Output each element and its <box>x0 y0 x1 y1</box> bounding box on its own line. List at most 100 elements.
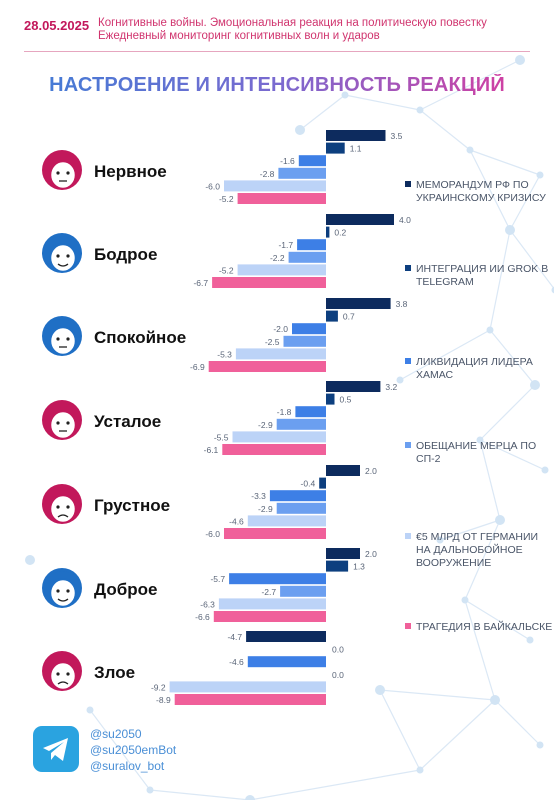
bar-1-3 <box>288 251 326 263</box>
bar-6-5 <box>174 694 326 705</box>
bar-0-4 <box>224 180 326 192</box>
header-subtitle: Когнитивные войны. Эмоциональная реакция… <box>98 17 538 43</box>
value-label-4-4: -4.6 <box>229 516 244 526</box>
bar-4-0 <box>326 465 360 476</box>
category-group-2: 3.8 0.7 -2.0 -2.5 -5.3 -6.9 <box>190 298 408 372</box>
category-group-0: 3.5 1.1 -1.6 -2.8 -6.0 -5.2 <box>205 130 403 204</box>
bar-4-2 <box>269 490 326 502</box>
link-su2050[interactable]: @su2050 <box>90 727 142 741</box>
bar-2-1 <box>326 310 338 322</box>
value-label-1-5: -6.7 <box>193 278 208 288</box>
bar-5-3 <box>280 585 326 597</box>
category-label-5: Доброе <box>94 580 157 599</box>
bar-2-3 <box>283 335 326 347</box>
bar-2-4 <box>235 348 326 360</box>
legend-item-2: ЛИКВИДАЦИЯ ЛИДЕРА ХАМАС <box>405 356 533 381</box>
bar-6-2 <box>247 656 326 668</box>
value-label-1-1: 0.2 <box>334 228 346 238</box>
legend-item-4: €5 МЛРД ОТ ГЕРМАНИИ НА ДАЛЬНОБОЙНОЕ ВООРУЖ… <box>405 531 538 569</box>
value-label-4-1: -0.4 <box>301 479 316 489</box>
bar-5-1 <box>326 560 349 572</box>
bar-4-4 <box>247 515 326 527</box>
bar-0-1 <box>326 142 345 154</box>
value-label-3-2: -1.8 <box>277 407 292 417</box>
bar-1-5 <box>212 277 326 288</box>
category-label-0: Нервное <box>94 162 167 181</box>
value-label-5-0: 2.0 <box>365 549 377 559</box>
bar-3-4 <box>232 431 326 443</box>
legend-swatch-0 <box>405 181 411 187</box>
legend-label-0: МЕМОРАНДУМ РФ ПО УКРАИНСКОМУ КРИЗИСУ <box>416 179 546 204</box>
value-label-2-1: 0.7 <box>343 312 355 322</box>
category-label-4: Грустное <box>94 496 170 515</box>
value-label-3-0: 3.2 <box>385 382 397 392</box>
value-label-0-2: -1.6 <box>280 156 295 166</box>
value-label-0-3: -2.8 <box>260 169 275 179</box>
value-label-4-2: -3.3 <box>251 491 266 501</box>
legend-label-2: ЛИКВИДАЦИЯ ЛИДЕРА ХАМАС <box>416 356 533 381</box>
value-label-2-3: -2.5 <box>265 337 280 347</box>
bar-1-2 <box>297 239 326 251</box>
bar-0-0 <box>326 130 386 141</box>
category-group-6: -4.7 0.0 -4.6 0.0 -9.2 -8.9 <box>151 631 344 705</box>
header-date: 28.05.2025 <box>24 18 90 33</box>
value-label-6-3: 0.0 <box>332 670 344 680</box>
legend-swatch-1 <box>405 265 411 271</box>
bar-5-5 <box>213 611 326 622</box>
category-label-1: Бодрое <box>94 245 157 264</box>
legend-swatch-3 <box>405 442 411 448</box>
face-angry-icon <box>42 651 82 691</box>
bar-1-1 <box>326 226 330 238</box>
bar-4-1 <box>319 477 326 489</box>
value-label-2-4: -5.3 <box>217 349 232 359</box>
legend-label-3: ОБЕЩАНИЕ МЕРЦА ПО СП-2 <box>416 440 536 465</box>
category-label-6: Злое <box>94 663 135 682</box>
value-label-5-2: -5.7 <box>210 574 225 584</box>
value-label-6-2: -4.6 <box>229 657 244 667</box>
value-label-5-4: -6.3 <box>200 599 215 609</box>
legend-swatch-4 <box>405 533 411 539</box>
value-label-2-2: -2.0 <box>273 324 288 334</box>
value-label-0-5: -5.2 <box>219 194 234 204</box>
face-cheerful-icon <box>42 233 82 273</box>
value-label-5-3: -2.7 <box>261 587 276 597</box>
value-label-6-5: -8.9 <box>156 695 171 705</box>
value-label-4-3: -2.9 <box>258 504 273 514</box>
value-label-3-3: -2.9 <box>258 420 273 430</box>
category-label-2: Спокойное <box>94 328 186 347</box>
value-label-3-4: -5.5 <box>214 432 229 442</box>
bar-1-4 <box>237 264 326 276</box>
value-label-6-0: -4.7 <box>227 632 242 642</box>
value-label-0-4: -6.0 <box>205 181 220 191</box>
footer-links: @su2050 @su2050emBot @suralov_bot <box>90 726 176 774</box>
value-label-5-1: 1.3 <box>353 562 365 572</box>
header-divider <box>24 51 530 52</box>
bar-3-5 <box>222 444 326 455</box>
bar-0-3 <box>278 167 326 179</box>
value-label-1-2: -1.7 <box>278 240 293 250</box>
header-subtitle-line1: Когнитивные войны. Эмоциональная реакция… <box>98 17 487 29</box>
legend-item-0: МЕМОРАНДУМ РФ ПО УКРАИНСКОМУ КРИЗИСУ <box>405 179 546 204</box>
bar-2-0 <box>326 298 391 309</box>
link-suralov-bot[interactable]: @suralov_bot <box>90 759 165 773</box>
face-sad-icon <box>42 484 82 524</box>
value-label-3-5: -6.1 <box>204 445 219 455</box>
value-label-5-5: -6.6 <box>195 612 210 622</box>
category-group-5: 2.01.3 -5.7 -2.7 -6.3 -6.6 <box>195 548 377 622</box>
bar-3-3 <box>276 418 326 430</box>
face-nervous-icon <box>42 150 82 190</box>
value-label-0-1: 1.1 <box>350 144 362 154</box>
bar-3-1 <box>326 393 335 405</box>
bar-6-0 <box>246 631 326 642</box>
legend-label-5: ТРАГЕДИЯ В БАЙКАЛЬСКЕ <box>416 620 552 633</box>
link-su2050embot[interactable]: @su2050emBot <box>90 743 177 757</box>
category-group-4: 2.0 -0.4 -3.3 -2.9 -4.6 -6.0 <box>205 465 377 539</box>
bar-3-2 <box>295 406 326 418</box>
bar-5-2 <box>229 573 326 585</box>
bar-2-5 <box>208 361 326 372</box>
value-label-0-0: 3.5 <box>391 131 403 141</box>
telegram-icon[interactable] <box>33 726 79 772</box>
value-label-1-4: -5.2 <box>219 265 234 275</box>
